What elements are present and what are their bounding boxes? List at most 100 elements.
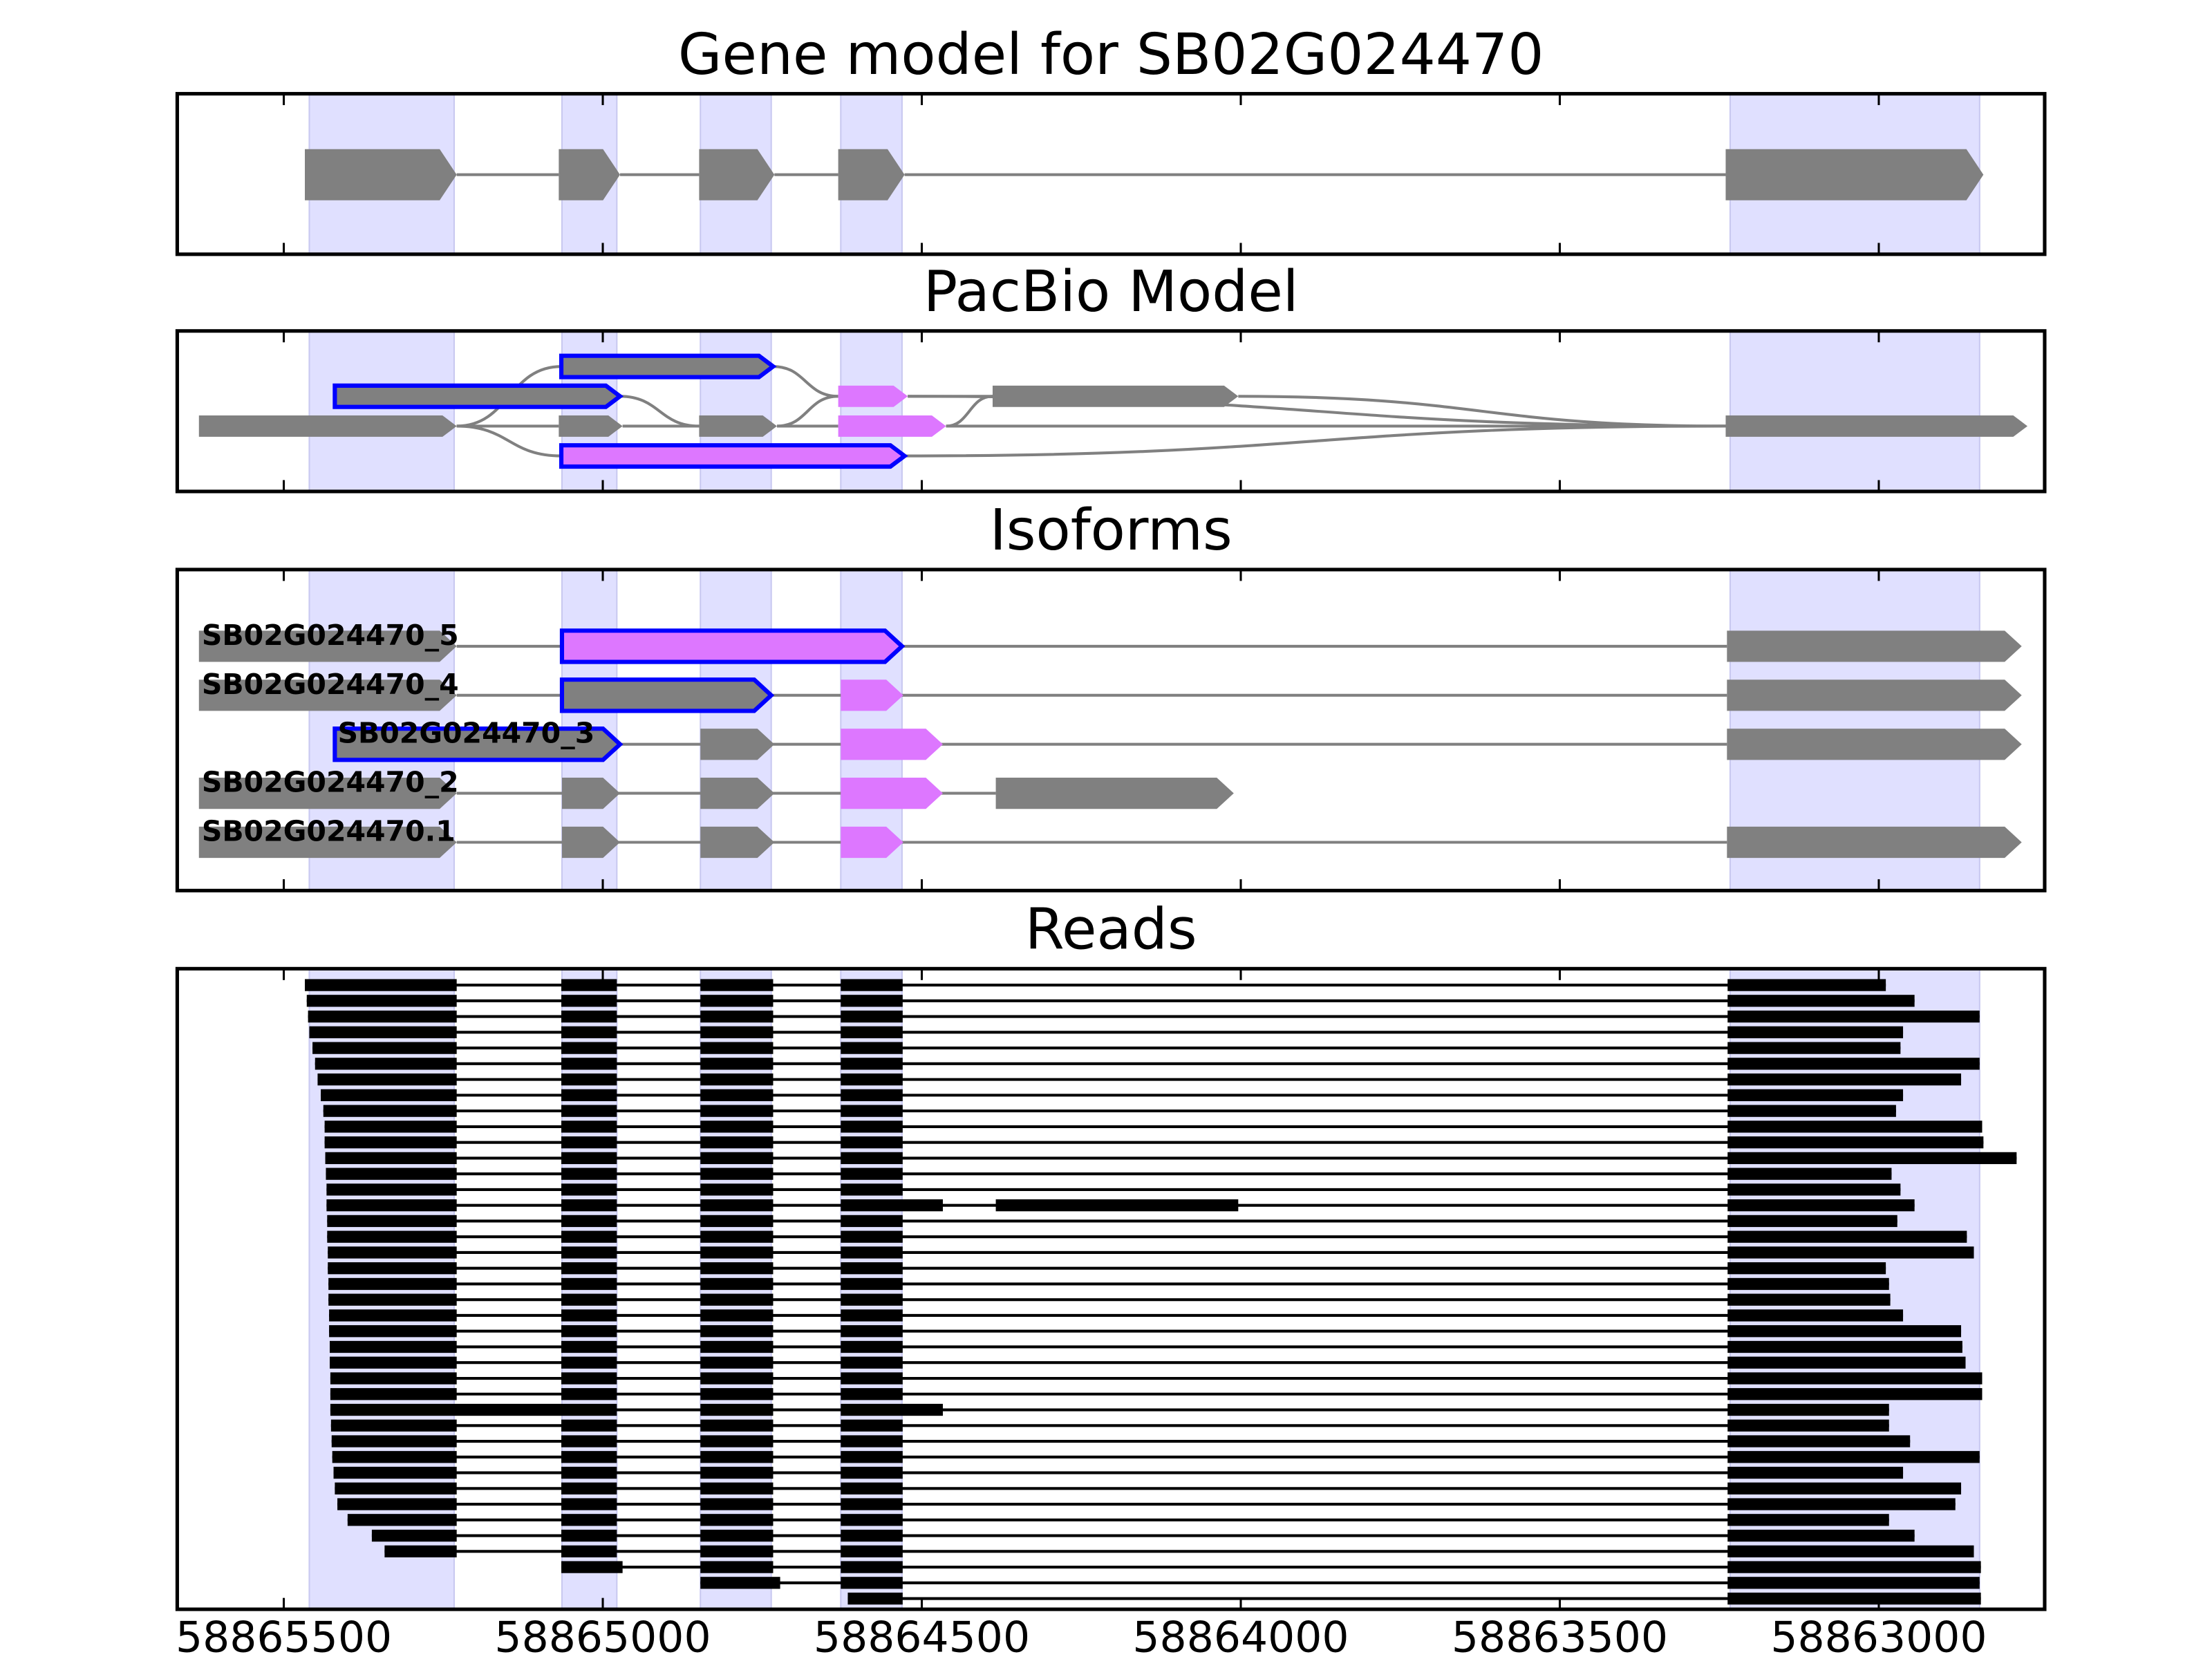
exon [559, 353, 777, 379]
read-block [1727, 1372, 1983, 1385]
read-block [317, 1073, 457, 1086]
read-block [841, 1561, 903, 1573]
read-block [700, 1136, 774, 1149]
read-block [329, 1309, 457, 1322]
read-block [700, 1388, 774, 1400]
read-block [841, 1419, 903, 1432]
isoform-label: SB02G024470_3 [337, 717, 594, 750]
read-block [841, 995, 903, 1007]
read-block [1727, 1577, 1980, 1589]
exon [198, 778, 457, 809]
read-block [1727, 1277, 1889, 1291]
read-block [330, 1356, 457, 1369]
read-block [700, 1010, 774, 1023]
exon [700, 826, 775, 859]
read-block [700, 1419, 774, 1432]
read-block [561, 1529, 617, 1542]
read-block [700, 1482, 774, 1494]
read-block [384, 1545, 457, 1557]
read-block [841, 1277, 903, 1291]
read-block [841, 1136, 903, 1149]
read-block [841, 1577, 903, 1589]
read-block [561, 1246, 617, 1259]
read-block [700, 1403, 774, 1416]
read-block [1727, 1325, 1962, 1338]
exon [841, 729, 943, 760]
read-block [841, 1372, 903, 1385]
read-block [561, 1262, 617, 1275]
x-tick-label: 58865000 [494, 1613, 711, 1659]
read-block [561, 1183, 617, 1196]
exon [559, 443, 908, 469]
read-block [326, 1168, 457, 1180]
read-block [561, 1277, 617, 1291]
read-block [700, 1293, 774, 1306]
read-block [1727, 1121, 1983, 1133]
isoform-label: SB02G024470_4 [202, 668, 459, 701]
read-block [561, 1152, 617, 1165]
read-block [324, 1121, 457, 1133]
exon [838, 385, 908, 407]
read-block [1727, 1514, 1889, 1526]
read-block [561, 1026, 617, 1038]
read-block [1727, 1340, 1962, 1353]
read-block [841, 1168, 903, 1180]
read-block [1727, 1089, 1904, 1102]
read-block [561, 1545, 617, 1557]
read-block [561, 1042, 617, 1054]
read-block [561, 1514, 617, 1526]
read-block [1727, 1230, 1967, 1243]
read-block [700, 1577, 780, 1589]
read-block [561, 1419, 617, 1432]
read-block [700, 1121, 774, 1133]
read-block [561, 1340, 617, 1353]
exon [838, 415, 946, 437]
read-block [841, 1388, 903, 1400]
read-block [841, 1529, 903, 1542]
read-block [309, 1026, 457, 1038]
read-block [841, 1230, 903, 1243]
exon [1727, 630, 2022, 662]
read-block [328, 1277, 457, 1291]
exon [305, 149, 457, 200]
read-block [700, 1199, 774, 1212]
read-block [330, 1340, 457, 1353]
read-block [324, 1136, 457, 1149]
read-block [1727, 1215, 1897, 1228]
read-block [841, 1340, 903, 1353]
read-block [700, 1230, 774, 1243]
read-block [561, 1498, 617, 1510]
read-block [1727, 1309, 1904, 1322]
read-block [1727, 1592, 1981, 1605]
read-block [1727, 979, 1886, 991]
read-block [1727, 1466, 1904, 1479]
read-block [841, 1466, 903, 1479]
read-block [700, 1466, 774, 1479]
exon [332, 727, 624, 762]
read-block [700, 1277, 774, 1291]
read-block [561, 1230, 617, 1243]
read-block [841, 1105, 903, 1117]
read-block [841, 1262, 903, 1275]
read-block [330, 1388, 457, 1400]
read-block [841, 1356, 903, 1369]
read-block [561, 1215, 617, 1228]
read-block [326, 1199, 457, 1212]
read-block [561, 1466, 617, 1479]
read-block [700, 979, 774, 991]
read-block [841, 1246, 903, 1259]
read-block [841, 1309, 903, 1322]
read-block [330, 1403, 617, 1416]
read-block [1727, 1073, 1962, 1086]
panel-frame [175, 966, 2047, 1611]
read-block [700, 1325, 774, 1338]
read-block [841, 1403, 943, 1416]
read-block [337, 1498, 457, 1510]
panel-title: Isoforms [990, 498, 1232, 563]
read-block [1727, 1136, 1984, 1149]
exon [700, 778, 775, 809]
exon [198, 679, 457, 711]
panel-title: Reads [1025, 897, 1197, 963]
exon [559, 415, 623, 437]
read-block [1727, 995, 1915, 1007]
